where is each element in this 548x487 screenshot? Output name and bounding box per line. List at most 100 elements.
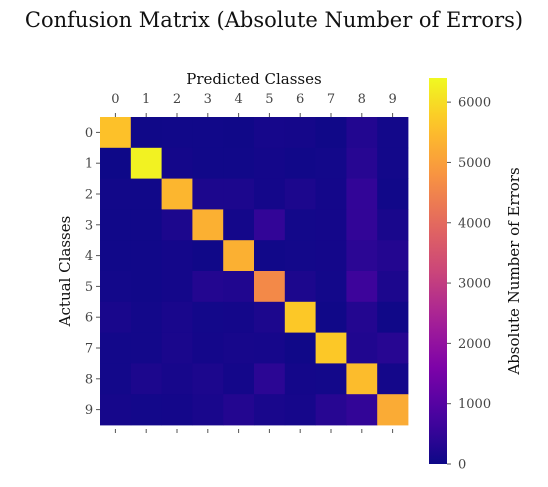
heatmap-cell [377, 209, 409, 241]
heatmap-cell [100, 363, 132, 395]
heatmap-cell [223, 332, 255, 364]
heatmap-cell [161, 363, 193, 395]
heatmap-cell [223, 271, 255, 303]
heatmap-cell [223, 301, 255, 333]
heatmap-cell [346, 271, 378, 303]
heatmap-cell [130, 117, 162, 149]
heatmap-cell [315, 178, 347, 210]
heatmap-cell [284, 394, 316, 426]
y-tick-label: 4 [85, 249, 93, 264]
heatmap-cell [284, 332, 316, 364]
heatmap-cell [284, 271, 316, 303]
heatmap-cell [284, 117, 316, 149]
heatmap-cell [346, 394, 378, 426]
heatmap-cell [130, 209, 162, 241]
x-tick-labels: 0 1 2 3 4 5 6 7 8 9 [111, 92, 397, 117]
colorbar-label: Absolute Number of Errors [505, 167, 523, 375]
y-tick-label: 9 [85, 403, 93, 418]
chart-title: Confusion Matrix (Absolute Number of Err… [25, 8, 523, 32]
colorbar-tick-label: 3000 [458, 277, 491, 292]
x-tick-label: 0 [111, 92, 119, 107]
x-tick-label: 4 [234, 92, 242, 107]
heatmap-cell [192, 271, 224, 303]
heatmap-cell [254, 240, 286, 272]
heatmap-cell [130, 271, 162, 303]
heatmap-cell [130, 178, 162, 210]
heatmap-cell [192, 394, 224, 426]
heatmap-cell [284, 301, 316, 333]
heatmap-cell [223, 363, 255, 395]
colorbar-tick-label: 1000 [458, 397, 491, 412]
heatmap-cell [100, 332, 132, 364]
heatmap-cell [161, 301, 193, 333]
heatmap-cell [377, 147, 409, 179]
bottom-tick-marks [114, 429, 394, 433]
x-tick-label: 5 [265, 92, 273, 107]
heatmap-cell [192, 178, 224, 210]
heatmap-cell [377, 178, 409, 210]
heatmap-cell [377, 363, 409, 395]
heatmap-cell [130, 301, 162, 333]
x-tick-label: 7 [327, 92, 335, 107]
heatmap-cell [315, 332, 347, 364]
y-tick-label: 2 [85, 188, 93, 203]
heatmap-cell [315, 394, 347, 426]
heatmap-cell [130, 240, 162, 272]
heatmap-cell [377, 394, 409, 426]
heatmap-cell [161, 209, 193, 241]
x-tick-label: 2 [173, 92, 181, 107]
heatmap-cell [223, 147, 255, 179]
heatmap-cell [346, 117, 378, 149]
heatmap-cell [254, 178, 286, 210]
heatmap-cell [315, 209, 347, 241]
heatmap-cell [254, 363, 286, 395]
heatmap-cell [100, 301, 132, 333]
heatmap-cell [315, 240, 347, 272]
heatmap-cell [130, 394, 162, 426]
heatmap-cell [161, 394, 193, 426]
colorbar-tick-label: 0 [458, 458, 466, 473]
heatmap-cell [100, 271, 132, 303]
heatmap-cell [192, 147, 224, 179]
heatmap-cell [315, 117, 347, 149]
colorbar-gradient [429, 78, 447, 464]
y-tick-label: 0 [85, 126, 93, 141]
colorbar-tick-label: 5000 [458, 156, 491, 171]
heatmap-cell [161, 332, 193, 364]
heatmap-cell [130, 363, 162, 395]
x-tick-label: 1 [142, 92, 150, 107]
y-tick-label: 3 [85, 218, 93, 233]
heatmap-cells [100, 117, 409, 426]
heatmap-cell [346, 147, 378, 179]
heatmap-cell [192, 240, 224, 272]
heatmap-cell [100, 394, 132, 426]
colorbar-tick-label: 6000 [458, 96, 491, 111]
heatmap-cell [100, 209, 132, 241]
heatmap-cell [254, 332, 286, 364]
colorbar-tick-label: 4000 [458, 216, 491, 231]
heatmap-cell [254, 271, 286, 303]
heatmap-cell [192, 117, 224, 149]
heatmap-cell [377, 332, 409, 364]
heatmap-cell [100, 178, 132, 210]
heatmap-cell [284, 209, 316, 241]
y-tick-label: 1 [85, 157, 93, 172]
y-tick-labels: 0 1 2 3 4 5 6 7 8 9 [85, 126, 100, 418]
heatmap-cell [254, 209, 286, 241]
heatmap-cell [192, 363, 224, 395]
y-tick-label: 8 [85, 372, 93, 387]
x-tick-label: 3 [204, 92, 212, 107]
heatmap-cell [377, 301, 409, 333]
heatmap-cell [161, 147, 193, 179]
heatmap-cell [223, 240, 255, 272]
heatmap-cell [161, 117, 193, 149]
heatmap-cell [377, 117, 409, 149]
heatmap-cell [284, 147, 316, 179]
x-tick-label: 6 [296, 92, 304, 107]
heatmap-cell [130, 147, 162, 179]
heatmap-cell [130, 332, 162, 364]
heatmap-cell [377, 271, 409, 303]
heatmap-cell [223, 209, 255, 241]
heatmap-cell [223, 117, 255, 149]
